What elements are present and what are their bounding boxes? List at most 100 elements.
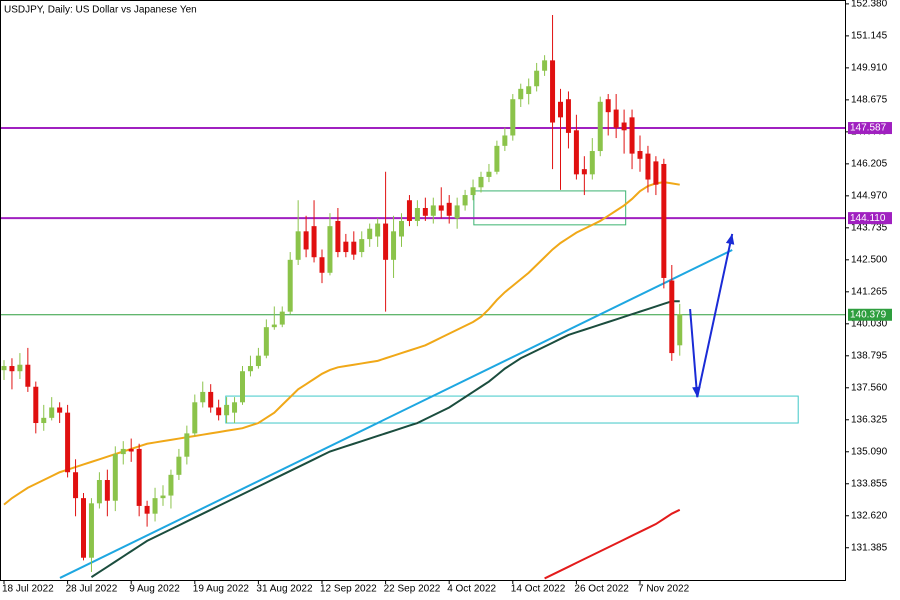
candle-body — [279, 311, 285, 325]
candle-body — [422, 208, 428, 216]
candle-body — [478, 176, 484, 188]
candle-body — [359, 239, 365, 253]
candle-body — [120, 448, 126, 455]
candle-body — [510, 99, 516, 136]
y-tick-label: 143.735 — [851, 222, 888, 233]
candle-body — [581, 169, 587, 175]
candle-body — [383, 223, 389, 260]
y-tick-label: 138.795 — [851, 350, 888, 361]
candle-body — [271, 324, 277, 328]
zone-box — [473, 190, 627, 226]
candle-body — [375, 223, 381, 237]
candle-body — [637, 151, 643, 159]
y-tick-label: 148.675 — [851, 95, 888, 106]
candle-body — [367, 228, 373, 240]
level-tag — [848, 308, 892, 321]
candle-body — [49, 407, 55, 418]
candle-body — [216, 407, 222, 416]
candle-body — [112, 454, 118, 501]
candle-body — [589, 151, 595, 175]
x-tick-label: 9 Aug 2022 — [129, 584, 180, 595]
candle-body — [25, 364, 31, 387]
candle-body — [176, 456, 182, 475]
candle-body — [136, 448, 142, 506]
candle-body — [81, 498, 86, 558]
candle-body — [160, 495, 166, 499]
candle-body — [677, 314, 683, 346]
candle-body — [311, 226, 317, 258]
candle-body — [1, 366, 7, 371]
candle-body — [414, 208, 420, 221]
candle-body — [240, 371, 245, 403]
candle-body — [470, 187, 476, 196]
candle-body — [486, 171, 492, 177]
x-tick-label: 31 Aug 2022 — [256, 584, 313, 595]
candle-body — [565, 99, 571, 133]
x-tick-label: 14 Oct 2022 — [511, 584, 566, 595]
candle-body — [184, 433, 190, 457]
candle-body — [343, 241, 349, 253]
candle-body — [192, 402, 198, 434]
candle-body — [597, 101, 603, 152]
candle-body — [454, 205, 460, 219]
candle-body — [57, 407, 63, 413]
y-tick-label: 140.030 — [851, 318, 888, 329]
y-tick-label: 141.265 — [851, 286, 888, 297]
x-tick-label: 19 Aug 2022 — [193, 584, 250, 595]
x-tick-label: 4 Oct 2022 — [447, 584, 496, 595]
candle-body — [613, 109, 619, 128]
candle-body — [645, 153, 651, 180]
candle-body — [661, 163, 667, 278]
candle-body — [104, 480, 110, 501]
candle-body — [391, 231, 397, 260]
arrow-head — [692, 386, 701, 398]
x-tick-label: 18 Jul 2022 — [2, 584, 54, 595]
moving-average — [3, 181, 680, 506]
candle-body — [438, 205, 444, 211]
candle-body — [224, 404, 230, 416]
candle-body — [255, 355, 261, 367]
level-tag — [848, 122, 892, 135]
y-tick-label: 152.380 — [851, 0, 888, 10]
x-tick-label: 7 Nov 2022 — [638, 584, 690, 595]
candle-body — [17, 364, 23, 372]
candle-body — [33, 386, 39, 424]
candle-body — [653, 161, 659, 185]
candle-body — [526, 86, 532, 95]
candle-body — [573, 130, 579, 175]
candle-body — [168, 474, 174, 496]
candle-body — [462, 195, 468, 206]
y-tick-label: 131.385 — [851, 542, 888, 553]
candle-body — [494, 145, 500, 172]
candle-body — [335, 220, 341, 253]
candle-body — [9, 366, 15, 372]
y-tick-label: 151.145 — [851, 31, 888, 42]
candle-body — [295, 231, 301, 260]
candle-body — [247, 366, 253, 372]
candle-body — [263, 327, 269, 356]
moving-average — [90, 300, 680, 578]
candle-body — [542, 60, 548, 71]
y-tick-label: 144.970 — [851, 190, 888, 201]
plot-frame — [0, 0, 846, 581]
candle-body — [319, 257, 325, 273]
candle-body — [430, 205, 436, 216]
candle-body — [65, 412, 71, 473]
candle-body — [73, 472, 79, 499]
y-tick-label: 135.090 — [851, 446, 888, 457]
candle-body — [518, 88, 524, 100]
candle-body — [351, 241, 357, 255]
candle-body — [41, 417, 47, 424]
arrow-head — [725, 233, 735, 245]
y-tick-label: 132.620 — [851, 510, 888, 521]
candle-body — [558, 101, 563, 118]
candle-body — [534, 70, 540, 87]
y-tick-label: 136.325 — [851, 414, 888, 425]
y-tick-label: 149.910 — [851, 63, 888, 74]
candle-body — [446, 202, 452, 216]
plot-area — [0, 15, 845, 580]
